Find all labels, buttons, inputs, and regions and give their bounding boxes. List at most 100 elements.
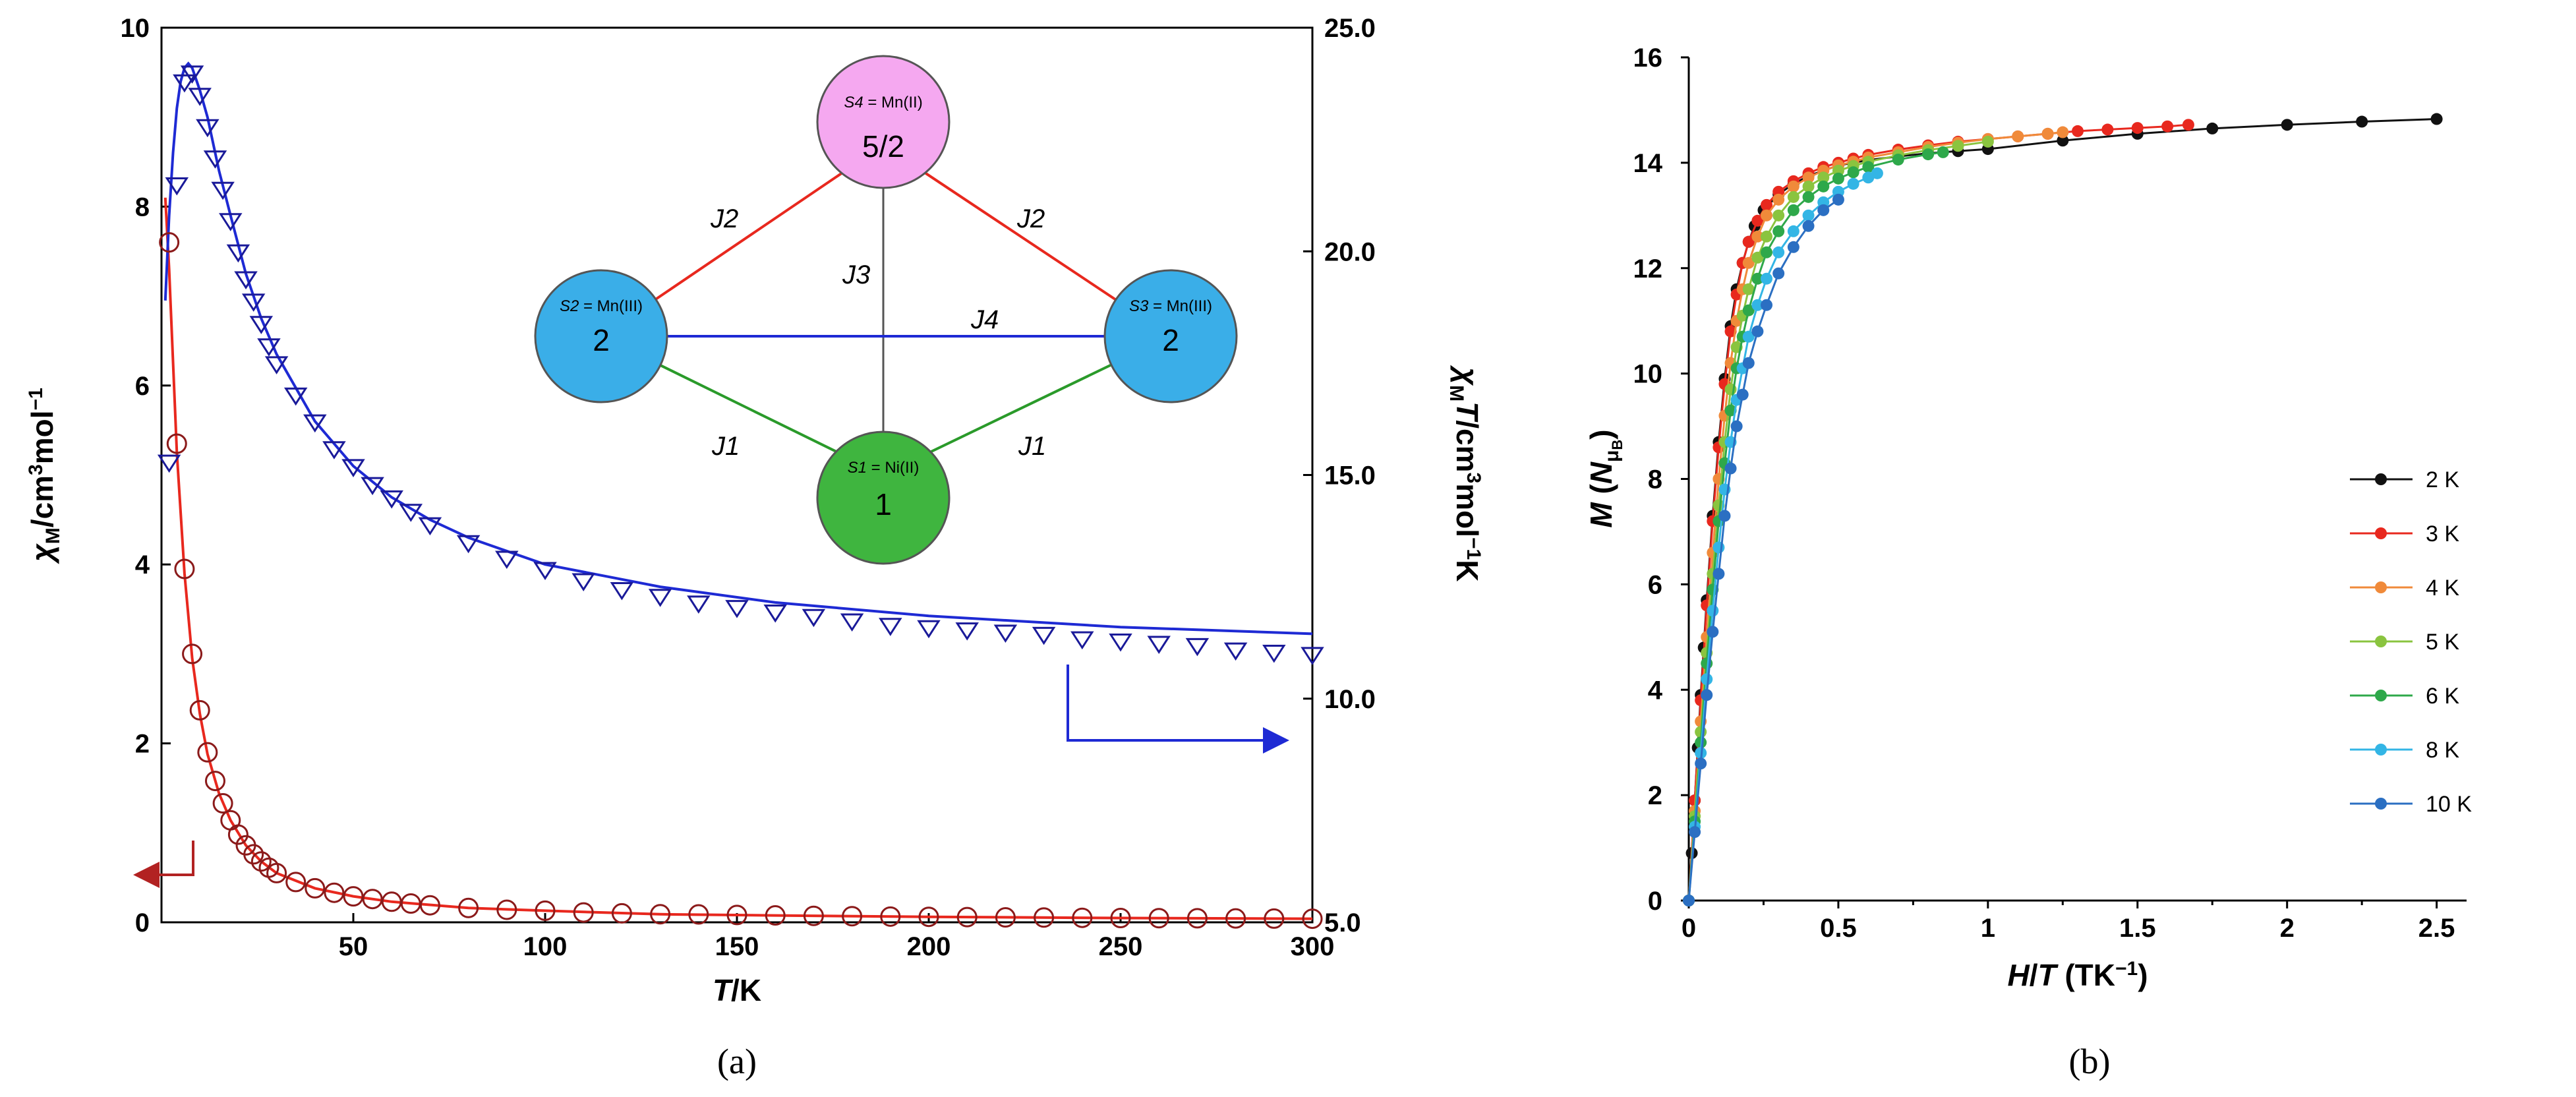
panel-b-x-tick-label: 1 xyxy=(1981,914,1995,943)
chi-m-point xyxy=(1302,908,1323,930)
chi-m-t-point xyxy=(1262,645,1286,663)
panel-b-y-tick-label: 8 xyxy=(1648,465,1662,494)
series-point xyxy=(1730,420,1743,432)
legend-label: 4 K xyxy=(2426,576,2459,601)
legend-swatch-marker xyxy=(2375,473,2387,485)
panel-a-y-left-axis-title: χM/cm3mol−1 xyxy=(25,388,64,565)
legend-item: 8 K xyxy=(2350,738,2459,763)
chi-m-t-point xyxy=(219,213,243,231)
chi-m-t-point xyxy=(173,74,196,93)
series-point xyxy=(1724,325,1737,338)
chi-m-point xyxy=(343,886,364,907)
chi-m-t-point xyxy=(1223,642,1248,661)
chi-m-point xyxy=(166,433,187,454)
panel-a-y-right-tick-label: 5.0 xyxy=(1324,908,1361,937)
panel-a-y-right-tick-label: 10.0 xyxy=(1324,685,1376,714)
panel-b-y-tick-label: 10 xyxy=(1633,360,1663,389)
series-point xyxy=(2012,130,2024,142)
panel-a: 50 100 150 200 250 300 0 2 4 6 8 10 5.0 10.0 15.0 20.… xyxy=(25,14,1484,1081)
legend-swatch-marker xyxy=(2375,690,2387,701)
panel-a-y-right-ticks: 5.0 10.0 15.0 20.0 25.0 xyxy=(1303,14,1376,937)
series-point xyxy=(1695,757,1707,770)
chi-m-t-point xyxy=(1070,631,1094,650)
series-point xyxy=(1892,154,1904,166)
node-s4: S4 = Mn(II) 5/2 xyxy=(816,55,951,189)
chi-m-t-point xyxy=(399,504,423,522)
series-point xyxy=(1761,246,1772,258)
chi-m-point xyxy=(204,771,225,792)
legend-swatch-marker xyxy=(2375,527,2387,539)
panel-a-x-tick-label: 50 xyxy=(339,932,368,961)
chi-m-t-point xyxy=(196,119,220,138)
chi-m-point xyxy=(650,904,671,925)
panel-a-y-right-tick-label: 20.0 xyxy=(1324,237,1376,266)
chi-m-point xyxy=(1186,908,1208,929)
edge-label-j1-left: J1 xyxy=(711,432,740,461)
node-s3-label: S3 = Mn(III) xyxy=(1129,297,1212,315)
chi-m-t-point xyxy=(241,293,266,312)
series-point xyxy=(1817,204,1830,216)
chi-m-t-point xyxy=(257,338,281,357)
legend-label: 5 K xyxy=(2426,630,2459,655)
legend-label: 8 K xyxy=(2426,738,2459,763)
series-point xyxy=(1772,225,1785,237)
panel-a-frame xyxy=(160,26,1314,924)
chi-m-t-point xyxy=(1185,637,1210,657)
chi-m-point xyxy=(535,900,556,921)
chi-m-t-point xyxy=(234,271,258,289)
series-5-k xyxy=(1683,135,1994,906)
node-s2: S2 = Mn(III) 2 xyxy=(534,269,668,403)
series-point xyxy=(1787,241,1800,253)
series-point xyxy=(2161,120,2174,133)
panel-a-y-left-tick-label: 6 xyxy=(135,372,150,401)
panel-b-label: (b) xyxy=(2069,1042,2111,1081)
series-point xyxy=(1952,140,1964,152)
series-point xyxy=(1742,304,1755,316)
panel-b-y-tick-label: 0 xyxy=(1648,887,1662,916)
series-point xyxy=(2281,119,2293,131)
series-point xyxy=(1802,220,1815,232)
chi-m-point xyxy=(995,907,1016,928)
chi-m-t-point xyxy=(1301,647,1324,665)
panel-b-x-tick-label: 2 xyxy=(2280,914,2295,943)
chi-m-t-point xyxy=(456,535,481,554)
series-point xyxy=(1718,510,1731,522)
legend-swatch-marker xyxy=(2375,744,2387,756)
series-point xyxy=(1922,148,1935,161)
series-line xyxy=(1687,140,1989,901)
series-point xyxy=(1832,172,1844,185)
legend-item: 4 K xyxy=(2350,576,2459,601)
legend-swatch-marker xyxy=(2375,798,2387,810)
chi-m-t-point xyxy=(917,620,941,639)
panel-a-y-right-axis-title: χMT/cm3mol−1K xyxy=(1446,365,1484,582)
chi-m-t-point xyxy=(495,550,519,570)
series-point xyxy=(1847,166,1859,179)
chi-m-point xyxy=(243,844,264,865)
chi-m-point xyxy=(956,906,978,928)
series-point xyxy=(1817,171,1830,184)
chi-m-t-point xyxy=(283,387,308,406)
series-point xyxy=(2356,115,2368,128)
chi-m-point xyxy=(458,897,479,918)
legend-item: 2 K xyxy=(2350,467,2459,492)
panel-a-y-right-tick-label: 25.0 xyxy=(1324,14,1376,43)
series-line xyxy=(1687,151,1944,901)
chi-m-t-point xyxy=(802,608,826,628)
chi-m-t-point xyxy=(571,573,595,591)
panel-b-x-axis-title: H/T (TK−1) xyxy=(2007,958,2148,992)
panel-a-y-left-tick-label: 8 xyxy=(135,193,150,222)
series-point xyxy=(1871,167,1883,179)
series-point xyxy=(2206,122,2219,134)
series-point xyxy=(1802,180,1815,193)
panel-b-y-ticks: 0 2 4 6 8 10 12 14 16 xyxy=(1633,44,1689,916)
chi-m-t-point xyxy=(341,459,365,477)
panel-a-fit-lines xyxy=(163,61,1313,920)
series-point xyxy=(1761,272,1772,285)
chi-m-t-point xyxy=(180,65,204,84)
chi-m-point xyxy=(880,906,901,927)
chi-m-point xyxy=(611,903,632,924)
series-point xyxy=(2057,126,2069,138)
chi-m-point xyxy=(197,742,218,763)
chi-m-t-point xyxy=(993,624,1018,643)
